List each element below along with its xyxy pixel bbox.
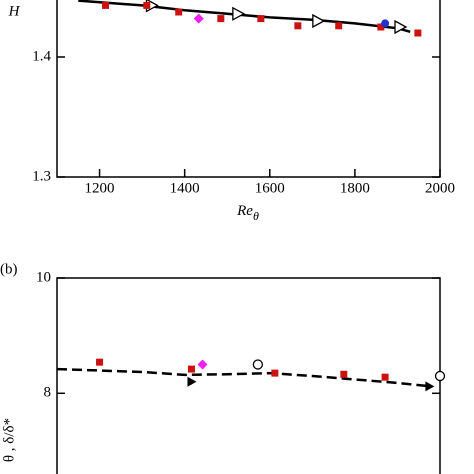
top-frame — [56, 0, 441, 178]
square-marker — [257, 15, 265, 23]
panel-label: (b) — [0, 261, 18, 277]
open-circle-marker — [434, 370, 446, 382]
square-marker — [217, 15, 225, 23]
x-label: Reθ — [236, 203, 259, 222]
square-marker — [143, 1, 151, 9]
y-label: θ , δ/δ* — [1, 418, 17, 462]
y-tick-label: 10 — [36, 269, 51, 285]
square-marker — [294, 22, 302, 30]
x-tick-label: 1400 — [170, 180, 200, 196]
square-marker — [377, 23, 385, 31]
data-line — [56, 367, 432, 388]
square-marker — [381, 373, 389, 381]
x-tick-label: 1200 — [85, 180, 115, 196]
y-tick-label: 1.4 — [32, 48, 51, 64]
circle-marker — [381, 19, 390, 28]
arrow-marker — [425, 381, 435, 392]
square-marker — [187, 365, 195, 373]
x-tick-label: 1600 — [255, 180, 285, 196]
diamond-marker — [197, 359, 208, 370]
diamond-marker — [193, 13, 204, 24]
square-marker — [96, 358, 104, 366]
x-tick-label: 2000 — [425, 180, 455, 196]
x-label-main: Re — [236, 203, 253, 219]
arrow-marker — [187, 376, 197, 387]
square-marker — [271, 369, 279, 377]
y-tick-label: 1.3 — [32, 168, 51, 184]
open-circle-marker — [252, 359, 264, 370]
square-marker — [340, 370, 348, 378]
y-tick-label: 8 — [44, 385, 52, 401]
triangle-marker — [394, 19, 408, 35]
triangle-marker — [312, 13, 326, 29]
square-marker — [414, 29, 422, 37]
triangle-marker — [232, 6, 246, 21]
square-marker — [175, 8, 183, 16]
square-marker — [335, 22, 343, 30]
y-label: H — [8, 3, 21, 19]
square-marker — [102, 1, 110, 9]
x-tick-label: 1800 — [340, 180, 370, 196]
x-label-sub: θ — [253, 209, 259, 223]
